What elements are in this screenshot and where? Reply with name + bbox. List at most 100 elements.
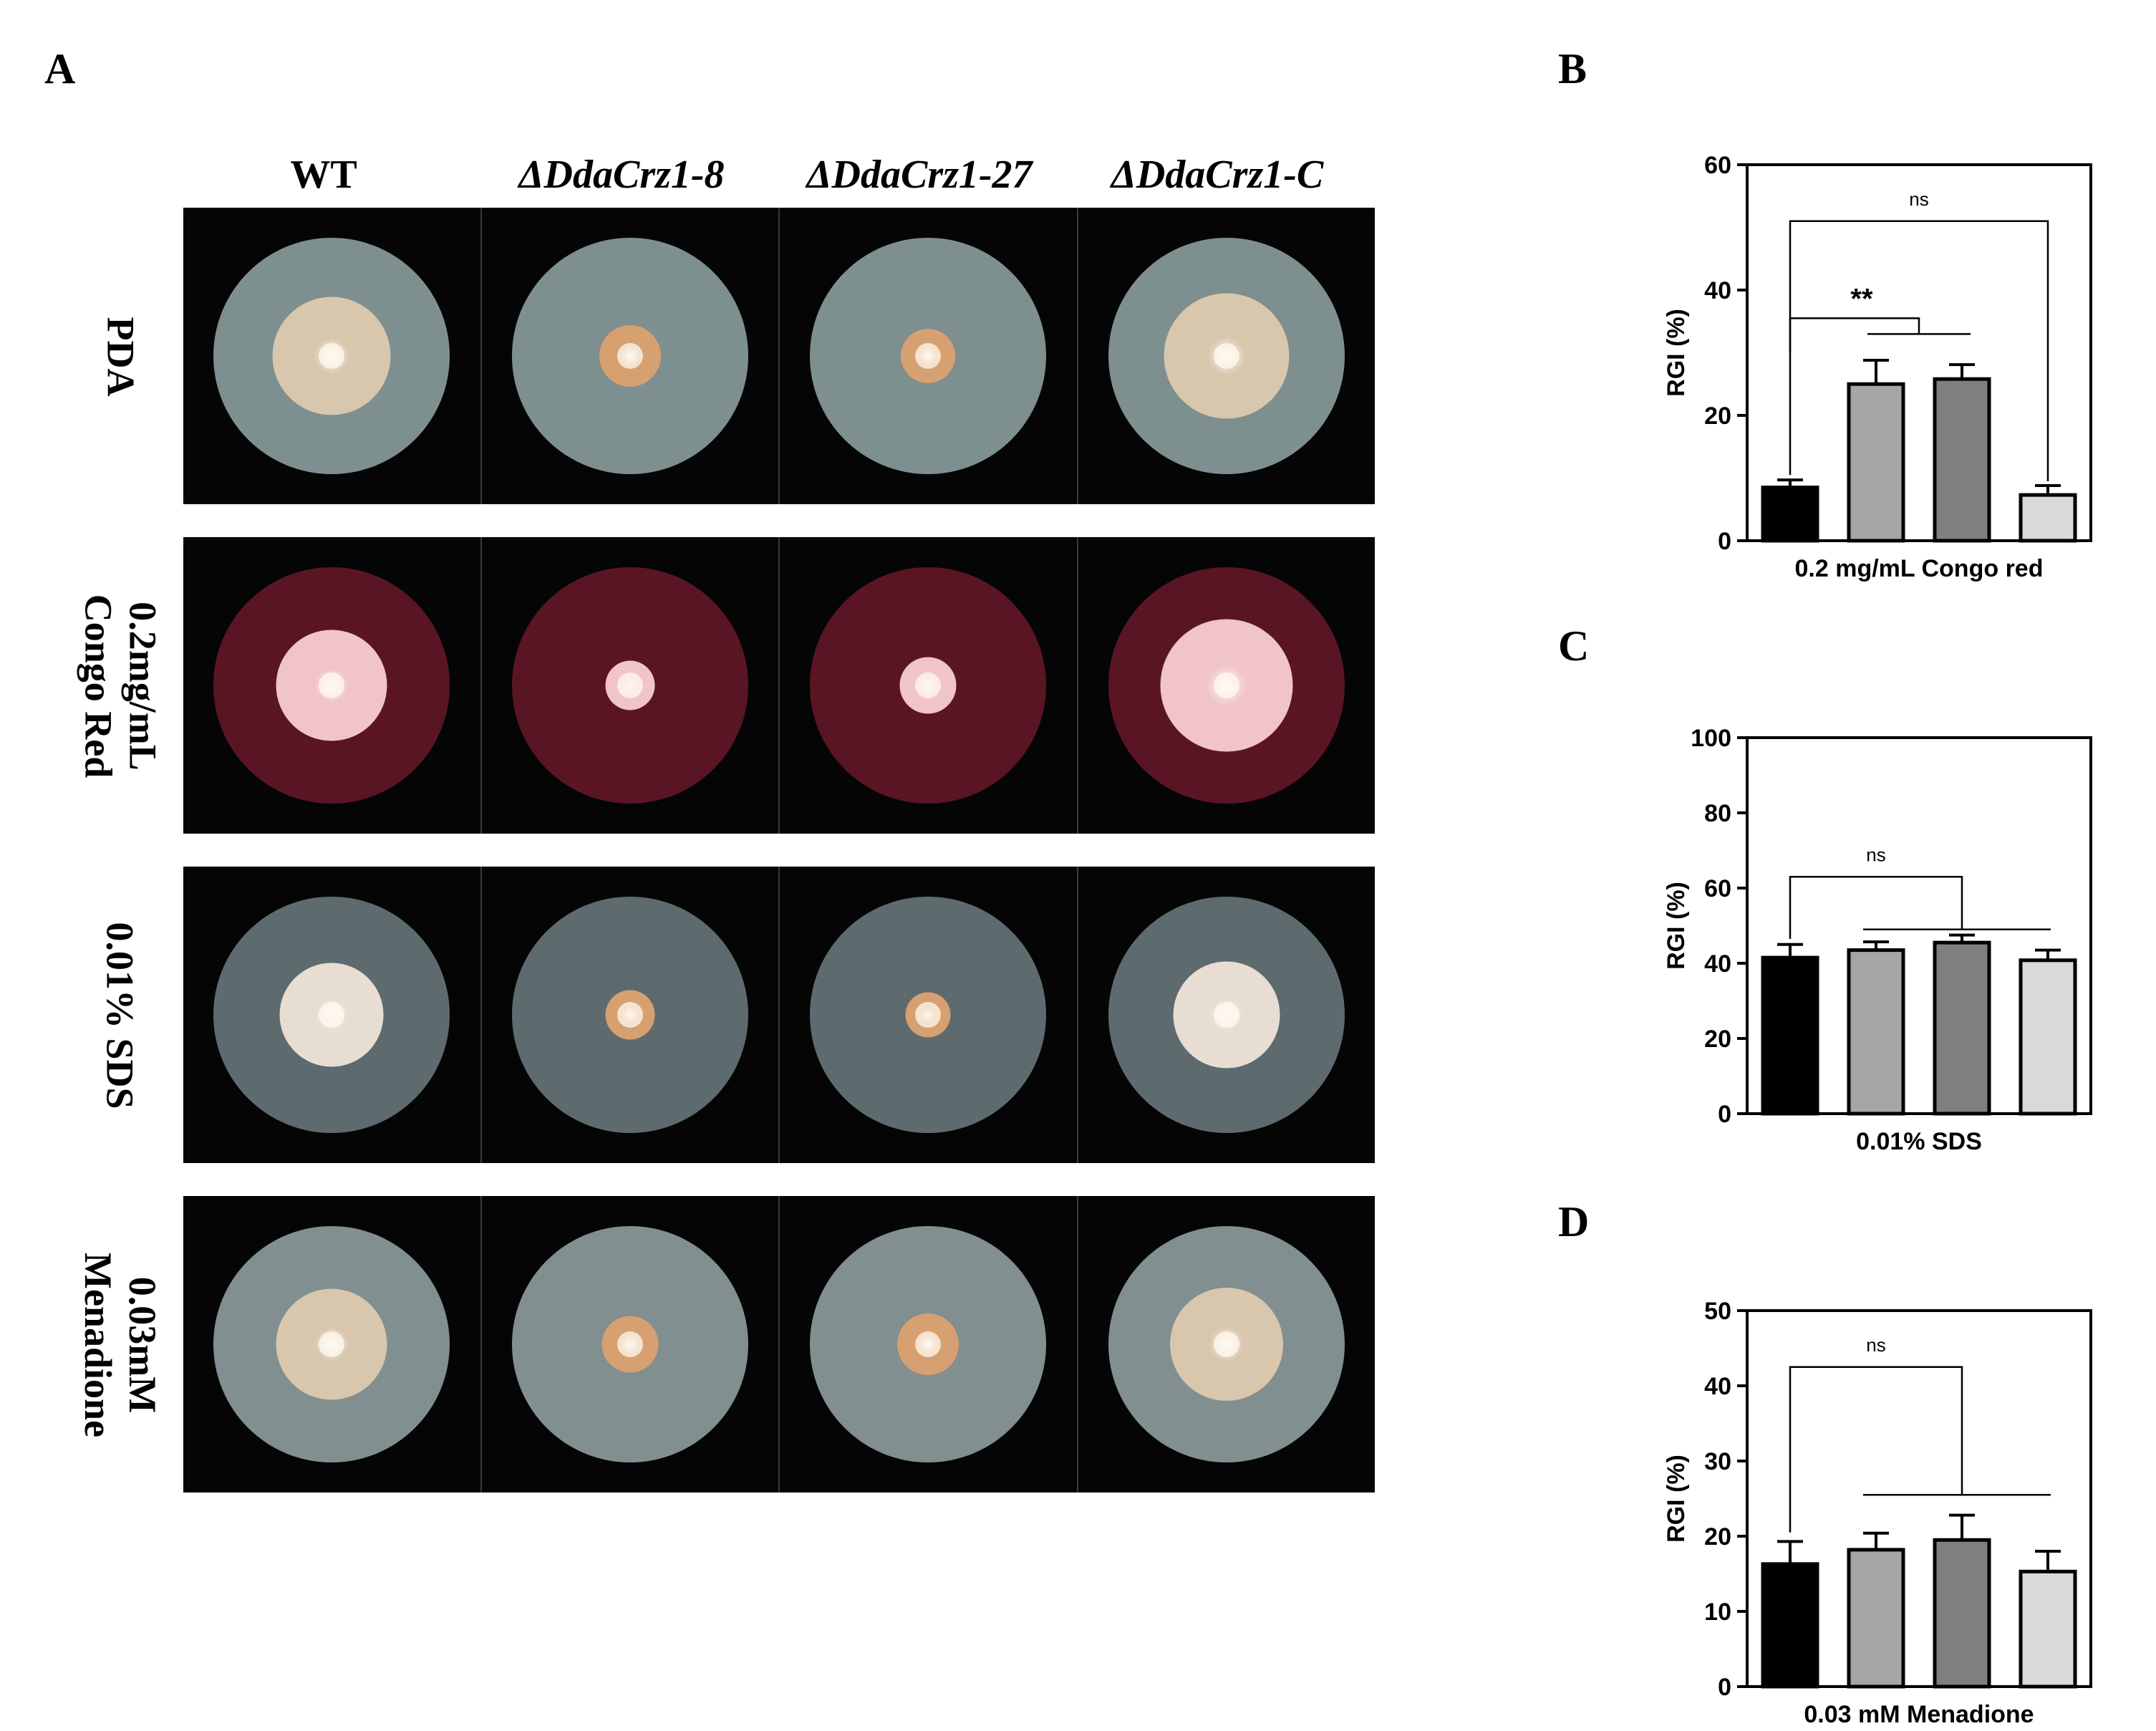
row-label-congo-red: 0.2mg/mL Congo Red — [63, 536, 178, 836]
row-label-sds-text: 0.01% SDS — [98, 922, 142, 1109]
inoculum-plug — [1213, 1002, 1239, 1028]
petri-dish — [213, 567, 450, 804]
x-axis-label: 0.2 mg/mL Congo red — [1795, 555, 2044, 582]
plate-photo — [1078, 867, 1376, 1163]
row-label-pda: PDA — [63, 206, 178, 507]
column-label-wt: WT — [290, 153, 357, 197]
inoculum-plug — [319, 1002, 345, 1028]
bar — [2019, 1569, 2077, 1689]
y-tick-label: 60 — [1704, 152, 1731, 179]
row-label-line: 0.03mM — [121, 1276, 165, 1414]
bar — [1933, 1538, 1991, 1689]
row-label-line: 0.2mg/mL — [121, 602, 164, 771]
row-label-line: 0.01% SDS — [99, 922, 142, 1109]
petri-dish — [1108, 1226, 1345, 1462]
bar — [1847, 382, 1905, 543]
y-tick-label: 40 — [1704, 277, 1731, 304]
petri-dish — [511, 897, 748, 1133]
inoculum-plug — [915, 672, 942, 698]
inoculum-plug — [319, 672, 345, 698]
inoculum-plug — [915, 1002, 942, 1028]
column-label-ddacrz1-27: ΔDdaCrz1-27 — [806, 153, 1033, 197]
petri-dish — [1108, 567, 1345, 804]
inoculum-plug — [319, 343, 345, 369]
significance-bracket — [1789, 317, 1920, 476]
y-tick-label: 20 — [1704, 402, 1731, 430]
row-label-menadione: 0.03mM Menadione — [63, 1195, 178, 1495]
y-tick-label: 40 — [1704, 950, 1731, 978]
y-tick-label: 40 — [1704, 1373, 1731, 1400]
inoculum-plug — [319, 1331, 345, 1357]
bar — [1933, 377, 1991, 543]
petri-dish — [810, 238, 1047, 474]
significance-label: ns — [1866, 1334, 1885, 1356]
y-axis-label: RGI (%) — [1663, 1455, 1690, 1543]
bar — [2019, 493, 2077, 543]
row-label-line: PDA — [98, 317, 142, 397]
inoculum-plug — [617, 672, 643, 698]
bar — [1761, 486, 1819, 543]
panel-letter-b: B — [1558, 45, 1587, 92]
significance-bracket — [1789, 1366, 1963, 1533]
y-tick-label: 10 — [1704, 1599, 1731, 1626]
plate-row-menadione — [183, 1196, 1375, 1493]
inoculum-plug — [1213, 343, 1239, 369]
y-tick-label: 50 — [1704, 1298, 1731, 1325]
row-label-line: Congo Red — [77, 594, 120, 778]
significance-label: ns — [1866, 844, 1885, 865]
inoculum-plug — [1213, 672, 1239, 698]
panel-letter-d: D — [1558, 1198, 1590, 1245]
inoculum-plug — [1213, 1331, 1239, 1357]
plot-frame — [1746, 163, 2092, 542]
plate-photo — [780, 537, 1078, 834]
plot-frame — [1746, 1309, 2092, 1688]
row-label-pda-text: PDA — [98, 317, 142, 397]
petri-dish — [810, 897, 1047, 1133]
plot-frame — [1746, 736, 2092, 1115]
y-tick-label: 100 — [1691, 725, 1731, 752]
row-label-line: Menadione — [77, 1252, 120, 1438]
bar — [1761, 1562, 1819, 1689]
petri-dish — [1108, 897, 1345, 1133]
plate-photo — [482, 208, 780, 504]
y-tick-label: 20 — [1704, 1523, 1731, 1551]
plate-photo — [482, 867, 780, 1163]
significance-bracket — [1789, 876, 1963, 939]
bar — [1847, 1548, 1905, 1689]
plate-photo — [1078, 1196, 1376, 1493]
bar — [2019, 958, 2077, 1116]
row-label-congo-red-text: 0.2mg/mL Congo Red — [76, 594, 165, 778]
plate-photo — [183, 208, 482, 504]
petri-dish — [213, 1226, 450, 1462]
y-axis-label: RGI (%) — [1663, 309, 1690, 397]
plate-photo — [183, 1196, 482, 1493]
y-tick-label: 0 — [1718, 528, 1731, 555]
row-label-menadione-text: 0.03mM Menadione — [76, 1253, 165, 1437]
plate-row-pda — [183, 208, 1375, 504]
bar — [1933, 940, 1991, 1116]
row-label-sds: 0.01% SDS — [63, 865, 178, 1166]
petri-dish — [213, 897, 450, 1133]
petri-dish — [511, 1226, 748, 1462]
y-tick-label: 60 — [1704, 875, 1731, 902]
petri-dish — [511, 567, 748, 804]
inoculum-plug — [617, 1002, 643, 1028]
bar-chart-sds: 0 20 40 60 80 100 RGI (%) ns 0.01% SDS — [1663, 725, 2092, 1155]
bar — [1761, 955, 1819, 1116]
inoculum-plug — [617, 343, 643, 369]
inoculum-plug — [915, 1331, 942, 1357]
significance-label: ns — [1909, 188, 1928, 210]
significance-bracket — [1789, 220, 2049, 481]
y-tick-label: 0 — [1718, 1674, 1731, 1701]
bar — [1847, 948, 1905, 1116]
column-label-ddacrz1-8: ΔDdaCrz1-8 — [518, 153, 725, 197]
bar-chart-congo-red: 0 20 40 60 RGI (%) ns ** 0.2 mg/mL Congo red — [1663, 152, 2092, 582]
inoculum-plug — [915, 343, 942, 369]
inoculum-plug — [617, 1331, 643, 1357]
panel-letter-a: A — [44, 45, 76, 92]
y-tick-label: 30 — [1704, 1448, 1731, 1475]
plate-photo — [780, 1196, 1078, 1493]
y-tick-label: 20 — [1704, 1026, 1731, 1053]
panel-letter-c: C — [1558, 622, 1590, 670]
bar-chart-menadione: 0 10 20 30 40 50 RGI (%) ns 0.03 mM Menadione — [1663, 1298, 2092, 1728]
